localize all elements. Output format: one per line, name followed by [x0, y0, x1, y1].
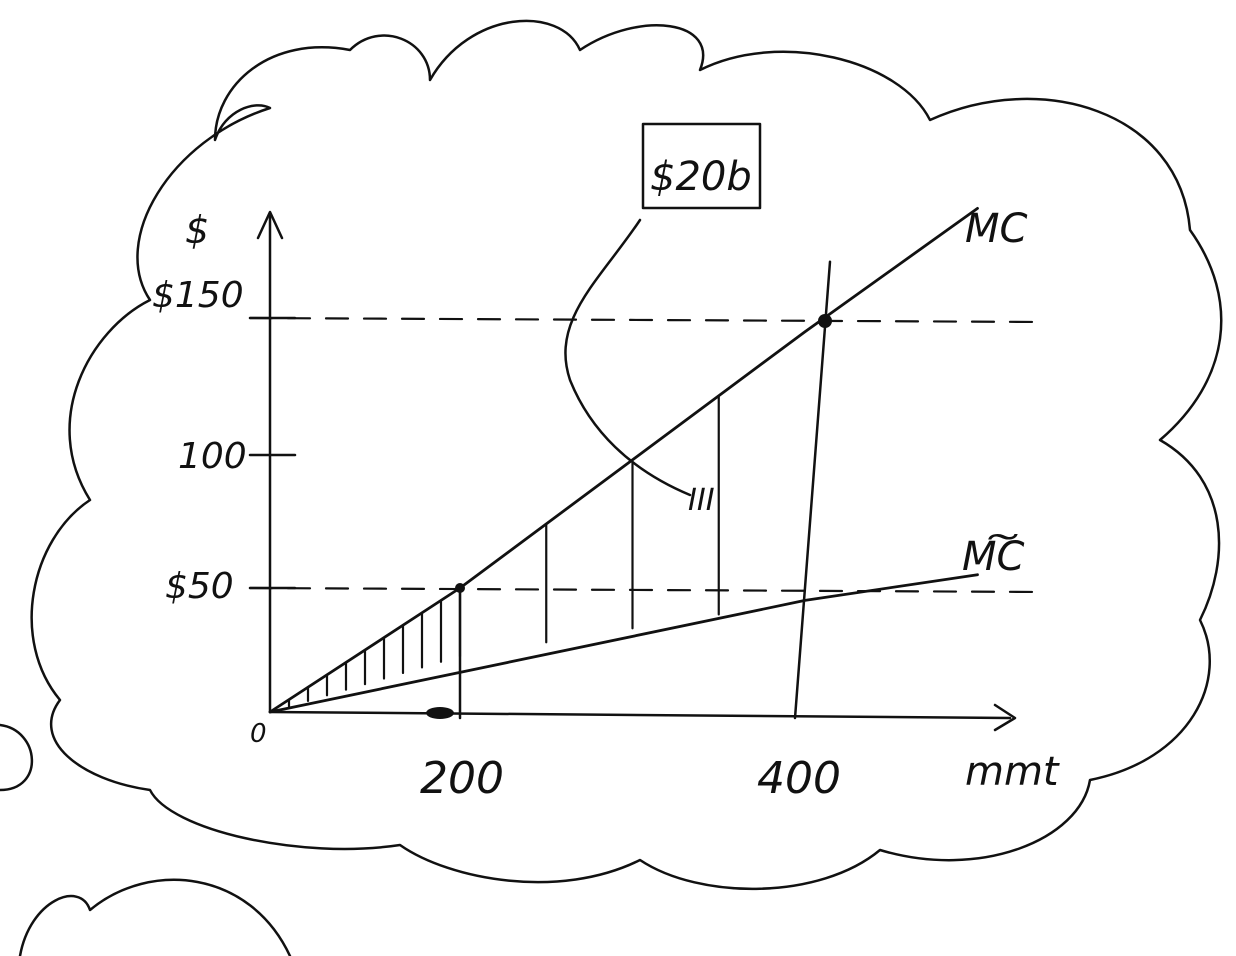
series-label-mc: MC	[965, 206, 1028, 252]
y-axis-arrowhead	[256, 210, 284, 240]
reference-line-y-50	[248, 586, 1049, 594]
x-tick-label-200: 200	[420, 753, 504, 804]
series-line-mc	[268, 206, 979, 714]
x-axis-label: mmt	[965, 749, 1060, 795]
tick-marks	[248, 316, 297, 590]
y-tick-label-100: 100	[178, 436, 247, 477]
x-tick-label-400: 400	[757, 753, 841, 804]
series-label-mc-tilde: M͠C	[962, 533, 1025, 580]
thought-bubble-bottom	[18, 878, 292, 956]
thought-cloud-outline	[30, 19, 1223, 891]
annotation-20b: $20b	[650, 154, 752, 200]
series-lines	[268, 206, 979, 719]
axes	[256, 210, 1017, 732]
y-tick-label-50: $50	[165, 566, 234, 607]
thought-bubble-small	[0, 723, 34, 792]
y-tick-label-150: $150	[152, 275, 244, 316]
reference-line-x-400	[793, 260, 832, 720]
x-axis-arrowhead	[993, 703, 1017, 732]
point-x-200	[426, 707, 454, 719]
point-mc-200	[455, 583, 465, 593]
series-line-mc-tilde	[268, 573, 979, 714]
reference-lines	[248, 260, 1049, 720]
annotation-three-marks: III	[688, 483, 715, 518]
x-tick-label-0: 0	[250, 719, 267, 749]
reference-line-y-150	[248, 316, 1049, 324]
x-axis-line	[268, 710, 1012, 720]
speech-tail-scribble	[564, 218, 692, 497]
point-mc-400	[818, 314, 832, 328]
y-axis-label: $	[185, 208, 209, 252]
annotation-box	[641, 122, 762, 210]
